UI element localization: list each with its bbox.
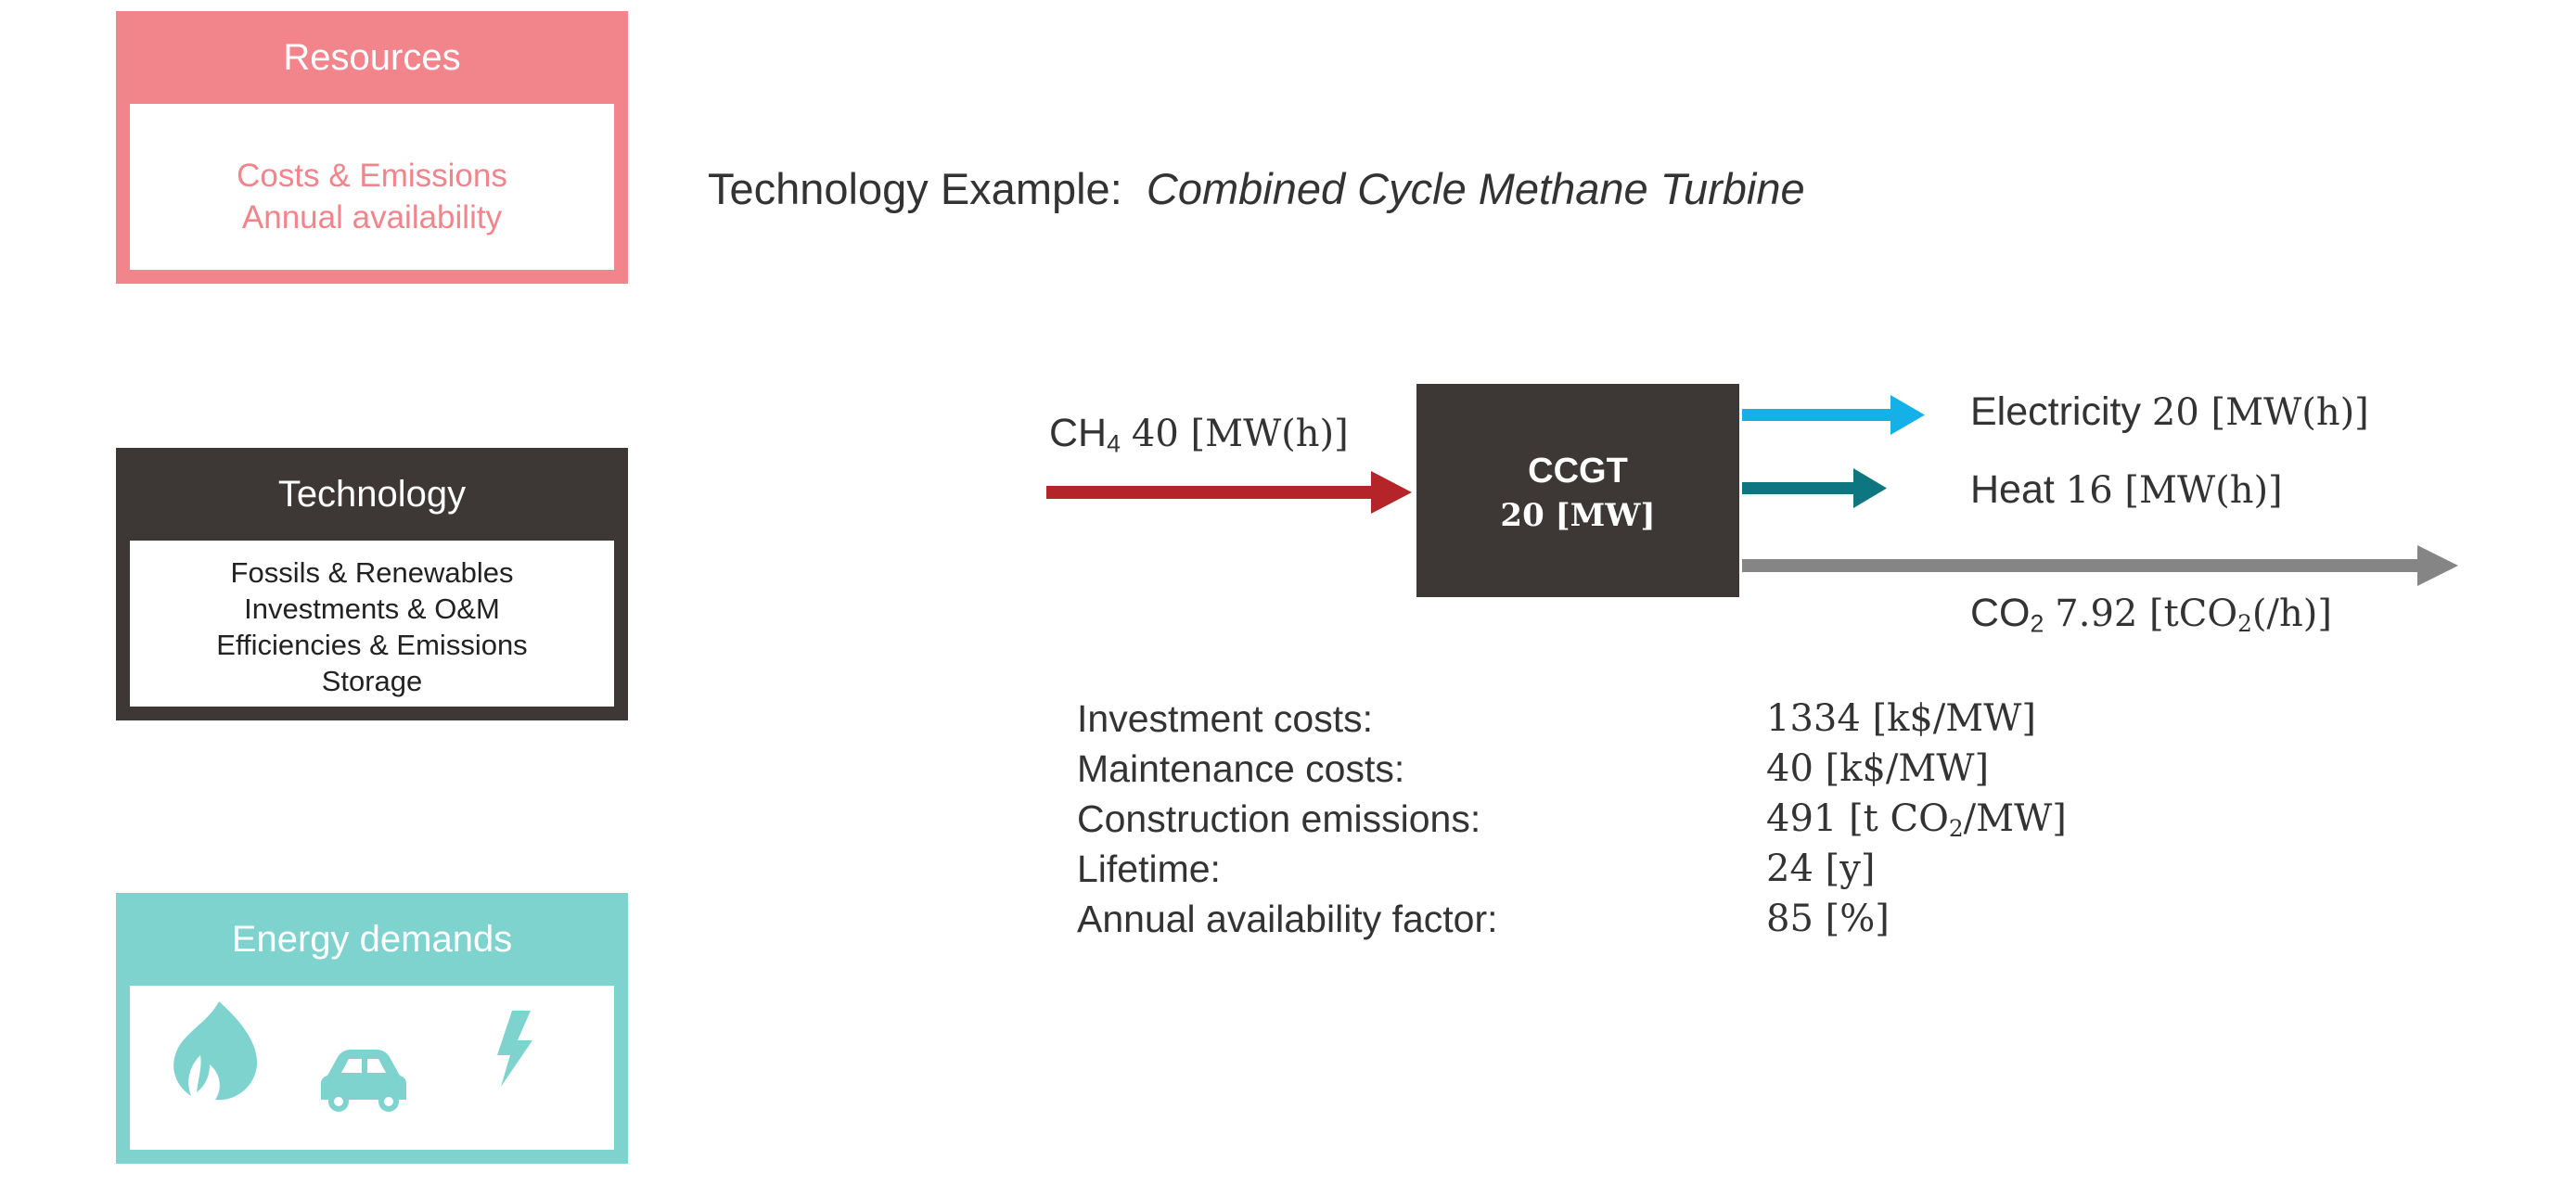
technology-panel: Technology Fossils & Renewables Investme…: [116, 448, 628, 720]
electricity-label: Electricity: [1970, 389, 2141, 434]
technology-name: CCGT: [1528, 452, 1628, 491]
co2-flow-label: CO2 7.92 [tCO2(/h)]: [1970, 591, 2332, 639]
parameter-value-main: 491 [t CO: [1766, 797, 1949, 840]
co2-value-subscript: 2: [2237, 610, 2252, 638]
electricity-value: 20 [MW(h)]: [2151, 391, 2369, 434]
heat-value: 16 [MW(h)]: [2065, 469, 2283, 512]
heat-label: Heat: [1970, 467, 2055, 512]
electricity-flow-label: Electricity 20 [MW(h)]: [1970, 389, 2369, 435]
page-heading: Technology Example: Combined Cycle Metha…: [708, 163, 1805, 214]
parameter-value-unit: /MW]: [1963, 797, 2067, 840]
resources-panel: Resources Costs & Emissions Annual avail…: [116, 11, 628, 284]
resources-line: Costs & Emissions: [237, 158, 507, 194]
ccgt-technology-box: CCGT 20 [MW]: [1416, 384, 1739, 597]
co2-value: 7.92 [tCO2(/h)]: [2055, 592, 2332, 638]
parameter-label: Investment costs:: [1077, 697, 1374, 740]
technology-body: Fossils & Renewables Investments & O&M E…: [130, 541, 614, 707]
input-species-subscript: 4: [1107, 429, 1121, 458]
technology-line: Fossils & Renewables: [230, 556, 514, 589]
co2-species: CO: [1970, 591, 2031, 635]
resources-line: Annual availability: [241, 199, 503, 236]
technology-line: Efficiencies & Emissions: [216, 629, 528, 661]
input-flow-label: CH4 40 [MW(h)]: [1049, 411, 1349, 459]
input-arrow: [1046, 471, 1412, 514]
parameter-label: Maintenance costs:: [1077, 747, 1405, 790]
heading-prefix: Technology Example:: [708, 164, 1122, 213]
technology-line: Investments & O&M: [244, 592, 500, 625]
energy-demands-panel: Energy demands: [116, 893, 628, 1164]
parameter-value: 85 [%]: [1766, 898, 1890, 940]
parameter-value: 40 [k$/MW]: [1766, 747, 1990, 790]
co2-arrow: [1742, 545, 2458, 586]
heat-flow-label: Heat 16 [MW(h)]: [1970, 467, 2283, 513]
energy-demands-title: Energy demands: [231, 919, 513, 960]
technology-capacity: 20 [MW]: [1500, 497, 1656, 534]
heat-arrow: [1742, 468, 1887, 508]
co2-species-subscript: 2: [2030, 609, 2044, 638]
parameter-value-subscript: 2: [1948, 815, 1964, 843]
co2-value-unit: (/h)]: [2251, 592, 2332, 635]
technology-title: Technology: [277, 474, 467, 515]
parameter-label: Lifetime:: [1077, 847, 1221, 890]
parameter-value: 1334 [k$/MW]: [1766, 697, 2036, 740]
electricity-arrow: [1742, 395, 1925, 435]
parameter-value: 24 [y]: [1766, 847, 1876, 890]
resources-body: Costs & Emissions Annual availability: [130, 104, 614, 270]
parameter-value: 491 [t CO2/MW]: [1766, 797, 2067, 842]
technology-line: Storage: [321, 665, 423, 697]
input-species: CH: [1049, 411, 1108, 455]
parameter-label: Construction emissions:: [1077, 797, 1481, 840]
co2-value-main: 7.92 [tCO: [2055, 592, 2238, 635]
input-value: 40 [MW(h)]: [1131, 413, 1349, 455]
parameter-label: Annual availability factor:: [1077, 898, 1498, 940]
technology-example-name: Combined Cycle Methane Turbine: [1146, 164, 1805, 213]
energy-demands-body: [130, 986, 614, 1150]
resources-title: Resources: [283, 37, 461, 78]
